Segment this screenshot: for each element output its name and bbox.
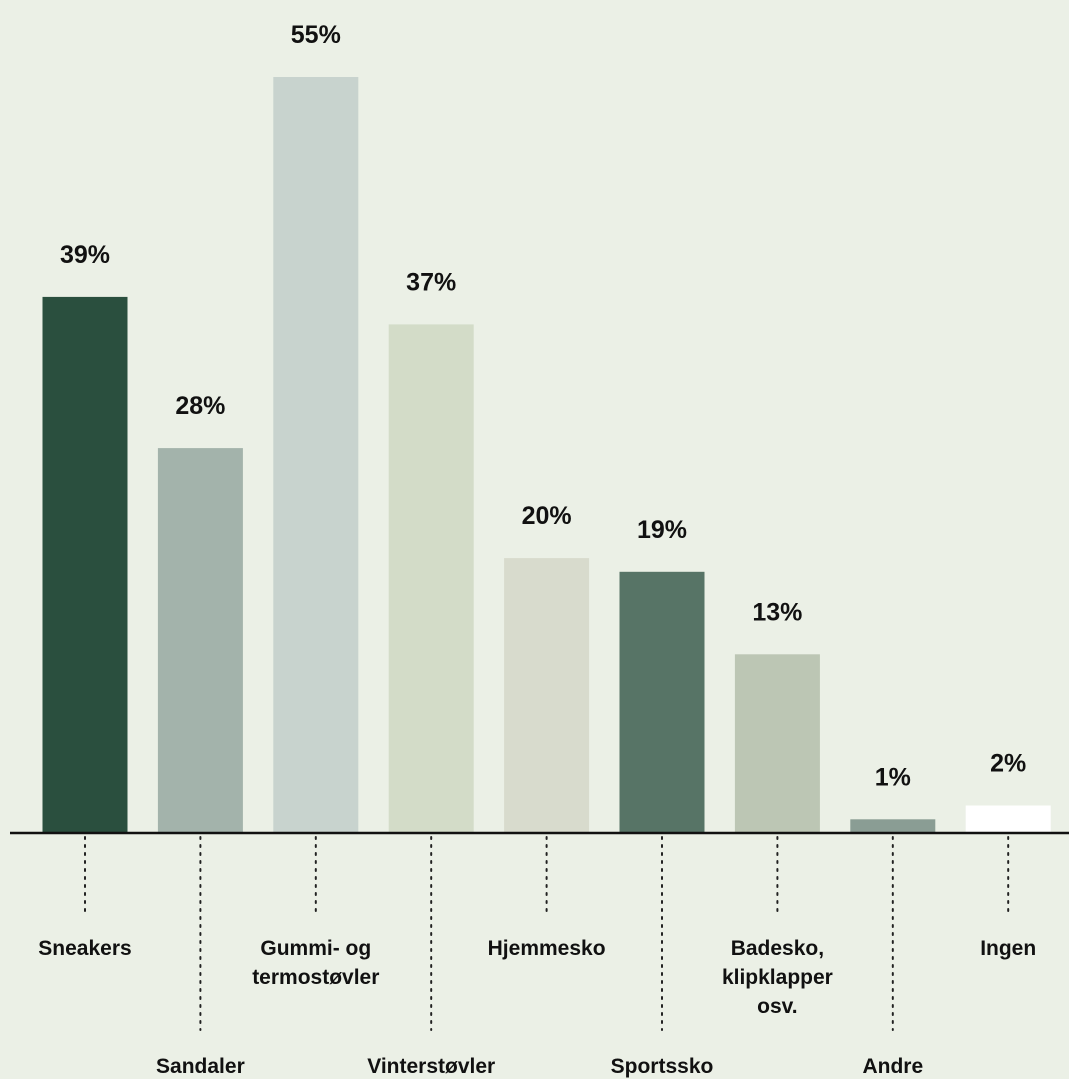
bar-2 (157, 448, 243, 833)
category-label-4: Vinterstøvler (367, 1055, 495, 1078)
bars-layer (42, 77, 1051, 833)
bar-1 (42, 296, 128, 833)
category-label-5: Hjemmesko (488, 937, 606, 960)
value-label-3: 55% (291, 21, 341, 49)
bar-3 (273, 77, 359, 833)
value-labels-layer: 39% 28% 55% 37% 20% 19% 13% 1% 2% (60, 21, 1026, 791)
category-labels-layer: Sneakers Sandaler Gummi- og termostøvler Vin… (38, 937, 1036, 1078)
value-label-8: 1% (875, 763, 911, 791)
value-label-9: 2% (990, 750, 1026, 778)
value-label-5: 20% (522, 502, 572, 530)
bar-4 (388, 324, 474, 833)
bar-9 (965, 805, 1051, 833)
bar-6 (619, 571, 705, 833)
value-label-1: 39% (60, 241, 110, 269)
category-label-6: Sportssko (611, 1055, 714, 1078)
bar-7 (734, 654, 820, 833)
category-label-3: Gummi- og termostøvler (252, 937, 379, 989)
category-label-9: Ingen (980, 937, 1036, 960)
category-label-1: Sneakers (38, 937, 131, 960)
leader-lines-layer (84, 836, 1010, 1031)
value-label-6: 19% (637, 516, 687, 544)
value-label-7: 13% (752, 598, 802, 626)
category-label-2: Sandaler (156, 1055, 245, 1078)
category-label-8: Andre (862, 1055, 923, 1078)
value-label-4: 37% (406, 268, 456, 296)
bar-8 (850, 819, 936, 833)
bar-5 (504, 558, 590, 833)
category-label-7: Badesko, klipklapper osv. (722, 937, 833, 1018)
value-label-2: 28% (175, 392, 225, 420)
